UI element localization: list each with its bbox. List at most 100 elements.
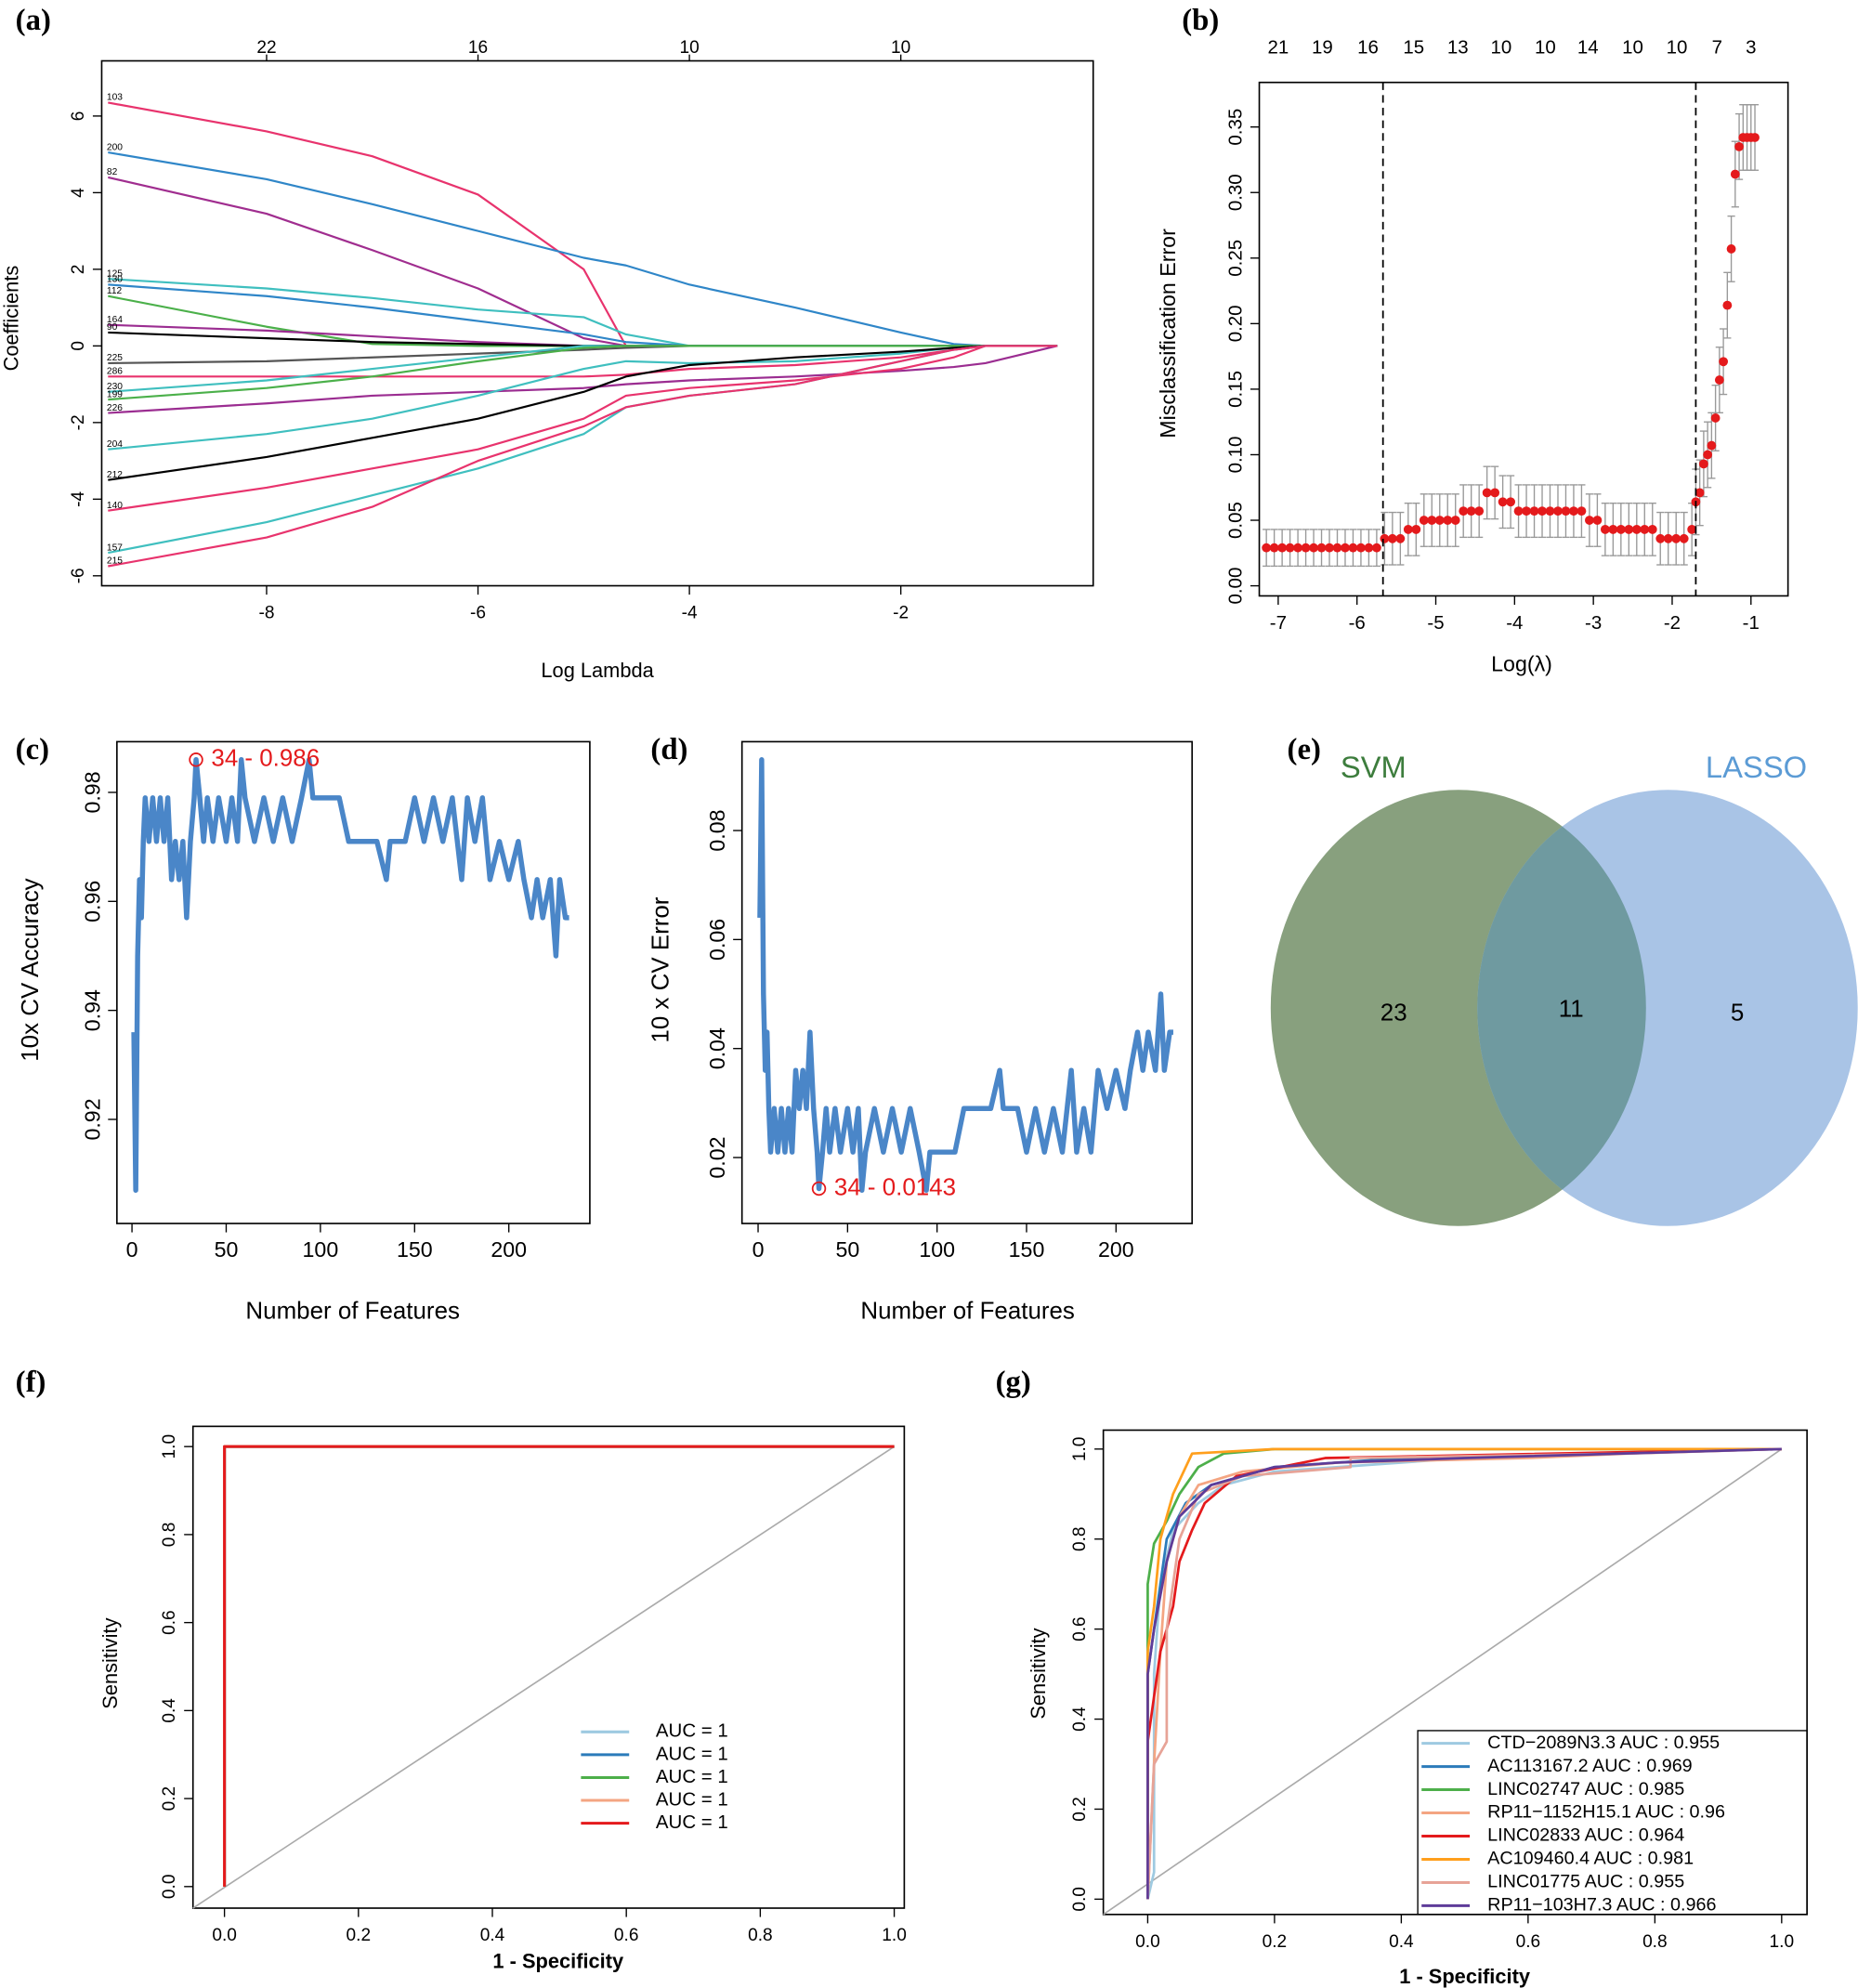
- point: [1730, 169, 1740, 179]
- series-label: 230: [107, 382, 123, 392]
- diagonal: [1103, 1448, 1783, 1916]
- point: [1459, 506, 1469, 517]
- x-tick-label: 0: [752, 1237, 765, 1262]
- legend-label: LINC01775 AUC : 0.955: [1487, 1872, 1684, 1892]
- series-line: [108, 176, 1058, 347]
- series-line: [131, 757, 569, 1193]
- panel-label: (b): [1182, 4, 1219, 37]
- set-count: 5: [1731, 1001, 1744, 1027]
- x-tick-label: -2: [893, 604, 909, 623]
- point: [1411, 524, 1421, 534]
- y-tick-label: 0.2: [160, 1786, 179, 1811]
- series-label: 157: [107, 543, 123, 553]
- x2-tick-label: 10: [891, 38, 910, 58]
- plot-area: -8 -6 -4 -2 -6 -4 -2 0 2 4 6 22 16 10 10 103 200 82 125130…: [69, 38, 1094, 623]
- x-tick-label: 0.0: [212, 1926, 237, 1945]
- point: [1722, 300, 1733, 310]
- y-axis-label: 10x CV Accuracy: [18, 878, 44, 1061]
- x-tick-label: 0.2: [1263, 1932, 1288, 1952]
- x-tick-label: -1: [1743, 612, 1760, 634]
- best-point: [811, 1181, 827, 1197]
- x-tick-label: -7: [1270, 612, 1287, 634]
- point: [1553, 506, 1563, 517]
- point: [1631, 524, 1642, 534]
- y-tick-label: 2: [69, 265, 88, 275]
- series-line: [108, 345, 1058, 512]
- point: [1482, 488, 1492, 498]
- x-tick-label: 0.6: [614, 1926, 639, 1945]
- x-tick-label: 0.0: [1135, 1932, 1160, 1952]
- annotation: 34 - 0.0143: [834, 1174, 956, 1200]
- plot-area: 0 50 100 150 200 0.92 0.94 0.96 0.98 34 - 0.986: [80, 740, 591, 1262]
- series-line: [108, 101, 1058, 347]
- point: [1663, 533, 1673, 543]
- x-tick-label: 0.8: [748, 1926, 773, 1945]
- roc-curve: [1146, 1447, 1782, 1900]
- point: [1694, 488, 1705, 498]
- plot-area: 0.0 0.2 0.4 0.6 0.8 1.0 0.0 0.2 0.4 0.6 0.8 1.0: [160, 1425, 907, 1945]
- legend-label: LINC02833 AUC : 0.964: [1487, 1825, 1684, 1846]
- point: [1293, 543, 1303, 553]
- point: [1616, 524, 1626, 534]
- point: [1671, 533, 1681, 543]
- x-tick-label: -4: [682, 604, 698, 623]
- point: [1506, 497, 1516, 507]
- point: [1325, 543, 1334, 553]
- x2-tick-label: 13: [1447, 36, 1469, 58]
- y-tick-label: -4: [69, 490, 88, 506]
- legend-label: LINC02747 AUC : 0.985: [1487, 1779, 1684, 1799]
- point: [1592, 516, 1603, 525]
- plot-box: [1258, 81, 1789, 597]
- point: [1707, 440, 1717, 451]
- y-tick-label: 0.8: [160, 1523, 179, 1548]
- plot-box: [116, 740, 591, 1224]
- point: [1371, 543, 1381, 553]
- y-tick-label: 0.04: [705, 1027, 729, 1069]
- plot-box: [740, 740, 1194, 1224]
- set-name: LASSO: [1706, 750, 1807, 784]
- x-tick-label: -6: [1349, 612, 1366, 634]
- x-tick-label: 1.0: [882, 1926, 907, 1945]
- plot-box: [100, 59, 1094, 587]
- panel-label: (d): [650, 733, 687, 766]
- y-axis-label: Misclassification Error: [1156, 229, 1180, 438]
- y-tick-label: 0.25: [1224, 240, 1246, 277]
- x2-tick-label: 16: [468, 38, 488, 58]
- x-axis-label: Log(λ): [1491, 652, 1552, 676]
- x2-tick-label: 7: [1712, 36, 1722, 58]
- point: [1577, 506, 1587, 517]
- series-label: 164: [107, 315, 123, 325]
- point: [1498, 497, 1508, 507]
- x-tick-label: -3: [1585, 612, 1602, 634]
- y-axis-label: Sensitivity: [98, 1617, 122, 1708]
- point: [1561, 506, 1571, 517]
- legend-label: AUC = 1: [656, 1788, 728, 1810]
- set-count: 23: [1380, 1001, 1407, 1027]
- y-tick-label: 0.2: [1070, 1797, 1090, 1822]
- intersection: [1477, 790, 1646, 1226]
- diagonal: [192, 1445, 896, 1909]
- x2-tick-label: 10: [1491, 36, 1512, 58]
- legend-label: AUC = 1: [656, 1720, 728, 1742]
- point: [1474, 506, 1485, 517]
- y-tick-label: 0.0: [1070, 1887, 1090, 1912]
- point: [1569, 506, 1578, 517]
- roc-curve: [1146, 1447, 1782, 1900]
- x-axis-label: Number of Features: [245, 1298, 460, 1324]
- panel-label: (f): [16, 1366, 46, 1399]
- point: [1537, 506, 1547, 517]
- point: [1679, 533, 1689, 543]
- point: [1750, 133, 1760, 142]
- point: [1687, 524, 1697, 534]
- point: [1513, 506, 1524, 517]
- y-tick-label: 0.92: [80, 1098, 104, 1140]
- x-tick-label: 0.2: [347, 1926, 372, 1945]
- y-tick-label: 0.8: [1070, 1526, 1090, 1551]
- point: [1703, 450, 1713, 460]
- series-label: 140: [107, 501, 123, 511]
- y-tick-label: 0.20: [1224, 305, 1246, 342]
- point: [1647, 524, 1657, 534]
- x-tick-label: 100: [919, 1237, 955, 1262]
- x2-tick-label: 10: [1622, 36, 1643, 58]
- legend-box: [1417, 1730, 1808, 1916]
